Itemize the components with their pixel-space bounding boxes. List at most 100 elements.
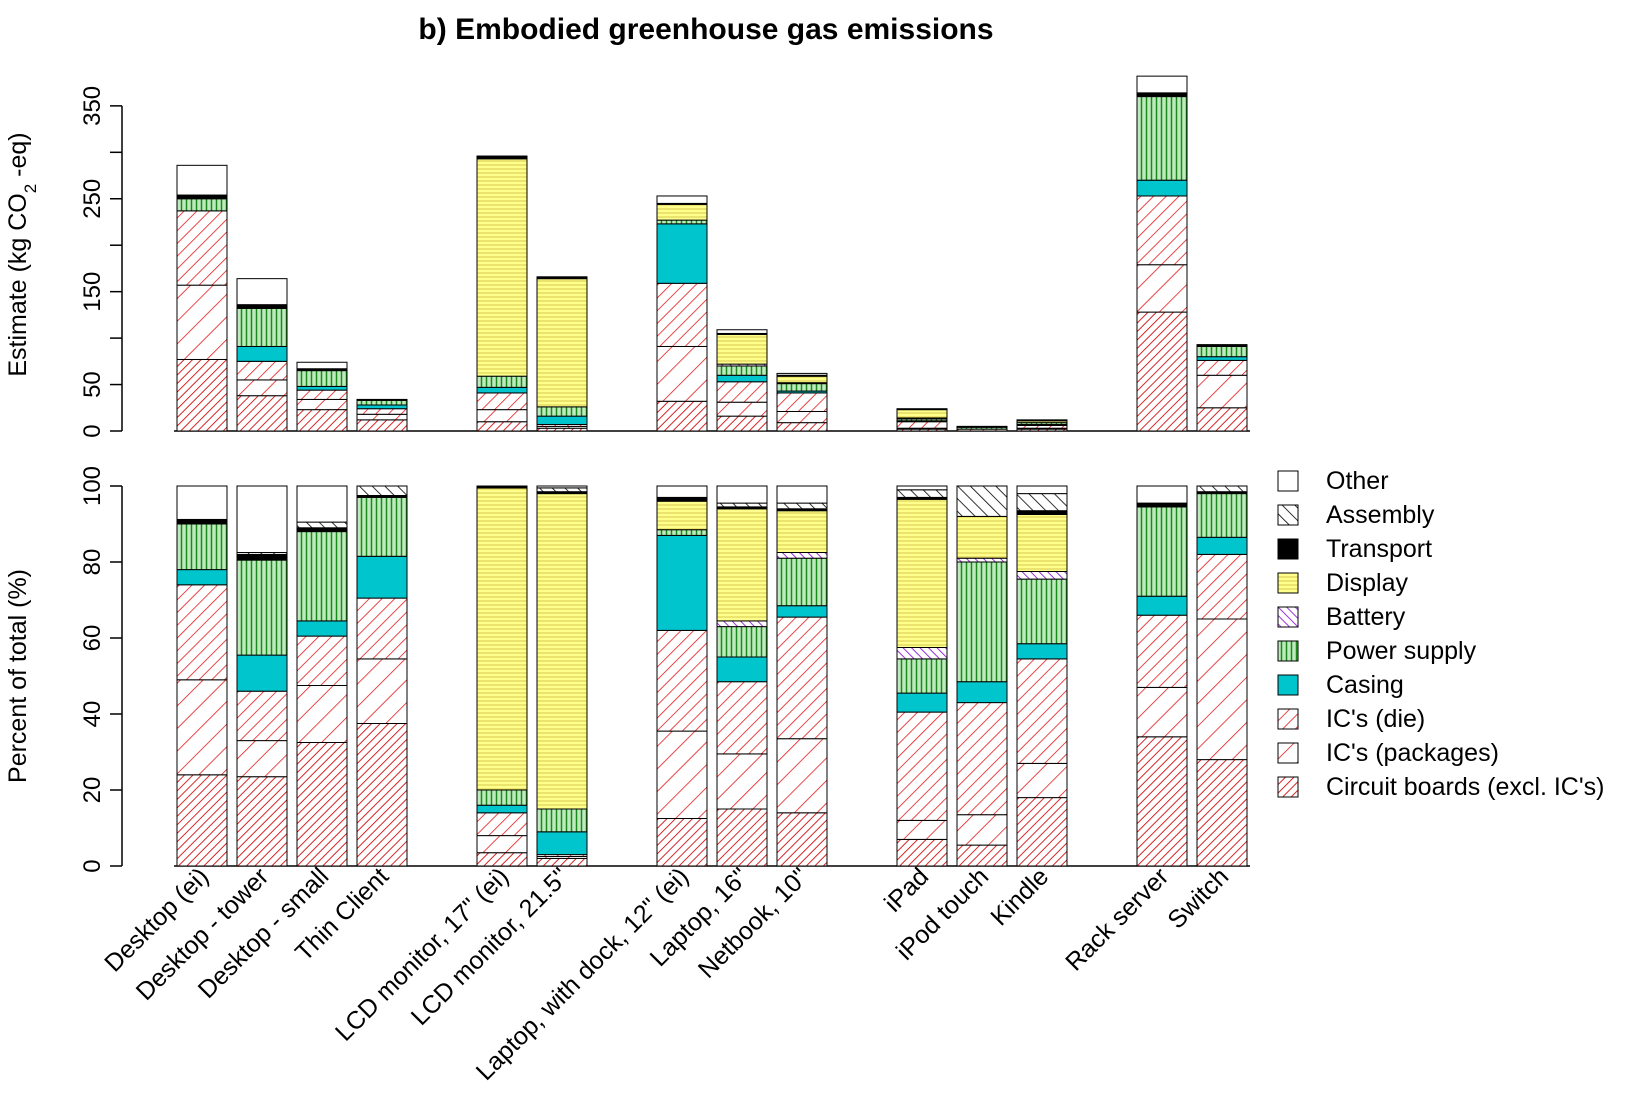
bar-segment-absolute	[896, 421, 948, 429]
bar-segment-absolute	[476, 158, 528, 377]
bar-segment-absolute	[1136, 75, 1188, 94]
bar-segment-absolute	[176, 194, 228, 200]
legend-label: Casing	[1326, 671, 1404, 699]
bar-segment-percent	[176, 569, 228, 586]
bar-segment-percent	[476, 812, 528, 837]
bar-segment-absolute	[236, 379, 288, 397]
bar-segment-absolute	[1016, 419, 1068, 422]
legend-label: Other	[1326, 467, 1389, 495]
bar-segment-absolute	[956, 425, 1008, 428]
bar-segment-absolute	[1196, 407, 1248, 432]
bar-segment-absolute	[656, 223, 708, 284]
bar-segment-absolute	[296, 389, 348, 400]
bar-segment-percent	[1136, 614, 1188, 688]
legend-swatch	[1277, 470, 1299, 492]
bar-segment-percent	[296, 620, 348, 637]
bar-segment-percent	[236, 740, 288, 778]
bar-segment-absolute	[776, 375, 828, 384]
bar-segment-absolute	[776, 422, 828, 432]
bar-segment-percent	[236, 553, 288, 561]
bar-segment-absolute	[176, 284, 228, 360]
bar-segment-absolute	[356, 399, 408, 406]
chart-title: b) Embodied greenhouse gas emissions	[418, 13, 993, 46]
bar-segment-percent	[716, 753, 768, 810]
bar-segment-percent	[176, 584, 228, 681]
bar-segment-absolute	[176, 164, 228, 196]
bar-segment-percent	[536, 493, 588, 810]
legend-label: Display	[1326, 569, 1408, 597]
y-tick-label-percent: 100	[79, 466, 106, 506]
bar-segment-percent	[716, 656, 768, 683]
x-tick-label: Kindle	[985, 862, 1054, 931]
bar-segment-percent	[1016, 658, 1068, 764]
legend-label: Power supply	[1326, 637, 1477, 665]
bar-segment-percent	[1016, 510, 1068, 516]
bar-segment-absolute	[236, 360, 288, 381]
bar-segment-percent	[1016, 514, 1068, 572]
bar-segment-absolute	[236, 395, 288, 432]
bar-segment-percent	[1136, 736, 1188, 867]
bar-segment-absolute	[1136, 96, 1188, 181]
bar-segment-percent	[1016, 493, 1068, 512]
bar-segment-percent	[656, 485, 708, 498]
bar-segment-percent	[776, 510, 828, 554]
bar-segment-percent	[656, 534, 708, 631]
bar-segment-percent	[896, 711, 948, 821]
bar-segment-percent	[236, 776, 288, 867]
bar-segment-percent	[716, 626, 768, 658]
bar-segment-percent	[716, 485, 768, 504]
bar-segment-percent	[236, 485, 288, 553]
bar-segment-absolute	[896, 409, 948, 419]
bar-segment-absolute	[236, 304, 288, 309]
bar-segment-percent	[176, 679, 228, 776]
y-tick-label-absolute: 0	[79, 424, 106, 437]
bar-segment-percent	[176, 523, 228, 571]
bar-segment-percent	[1196, 759, 1248, 867]
bar-segment-percent	[896, 485, 948, 491]
legend-swatch	[1277, 742, 1299, 764]
bar-segment-absolute	[356, 398, 408, 401]
legend-label: IC's (die)	[1326, 705, 1425, 733]
legend-label: Battery	[1326, 603, 1406, 631]
bar-segment-absolute	[1196, 344, 1248, 347]
bar-segment-absolute	[356, 408, 408, 415]
bar-segment-absolute	[1196, 359, 1248, 376]
bar-segment-absolute	[296, 398, 348, 411]
plot-layer: 0 50 150 250 350 Estimate (kg CO2 -eq) 0 20 40 60…	[4, 75, 1604, 1086]
legend-swatch	[1277, 640, 1299, 662]
legend-swatch	[1277, 674, 1299, 696]
bar-segment-absolute	[176, 198, 228, 212]
bar-segment-percent	[956, 844, 1008, 867]
bar-segment-absolute	[776, 372, 828, 376]
bar-segment-absolute	[776, 410, 828, 424]
bar-segment-percent	[1196, 536, 1248, 555]
y-tick-label-percent: 0	[79, 859, 106, 872]
legend-swatch	[1277, 606, 1299, 628]
y-tick-label-percent: 60	[79, 625, 106, 652]
bar-segment-percent	[476, 835, 528, 854]
bar-segment-percent	[1136, 502, 1188, 508]
bar-segment-absolute	[536, 415, 588, 425]
bar-segment-absolute	[716, 365, 768, 376]
bar-segment-percent	[476, 485, 528, 489]
bar-segment-percent	[776, 738, 828, 814]
bar-segment-percent	[1196, 553, 1248, 620]
bar-segment-percent	[296, 485, 348, 523]
bar-segment-percent	[656, 730, 708, 819]
bar-segment-percent	[776, 485, 828, 504]
bar-segment-percent	[296, 527, 348, 533]
bar-segment-percent	[176, 485, 228, 520]
bar-segment-percent	[536, 857, 588, 867]
bar-segment-absolute	[236, 307, 288, 347]
bar-segment-percent	[356, 597, 408, 660]
bar-segment-percent	[896, 498, 948, 648]
bar-segment-absolute	[716, 329, 768, 334]
bar-segment-percent	[896, 692, 948, 713]
bar-segment-percent	[956, 561, 1008, 683]
bar-segment-absolute	[716, 415, 768, 432]
bar-segment-absolute	[476, 392, 528, 411]
legend-swatch	[1277, 708, 1299, 730]
bar-segment-percent	[476, 852, 528, 867]
bar-segment-percent	[1016, 578, 1068, 645]
